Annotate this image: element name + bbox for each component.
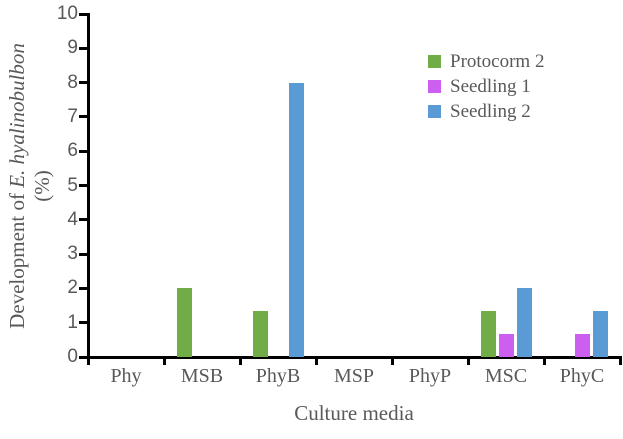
legend-item-protocorm-2: Protocorm 2 — [428, 49, 544, 74]
x-tick — [618, 356, 622, 365]
legend-swatch-magenta — [428, 80, 441, 93]
y-tick-label: 4 — [67, 208, 78, 230]
y-tick-label: 9 — [67, 37, 78, 59]
bar — [480, 311, 496, 357]
legend-label: Seedling 1 — [450, 75, 531, 97]
y-tick — [79, 286, 87, 290]
x-axis-title: Culture media — [294, 401, 414, 425]
y-tick-label: 7 — [67, 105, 78, 127]
legend: Protocorm 2 Seedling 1 Seedling 2 — [428, 49, 544, 124]
y-tick-label: 2 — [67, 277, 78, 299]
y-tick-label: 5 — [67, 174, 78, 196]
y-axis-title-line1: Development of E. hyalinobulbon — [5, 0, 30, 376]
y-axis-title-prefix: Development of — [5, 187, 29, 329]
x-tick-label: PhyC — [559, 365, 605, 387]
x-tick — [314, 356, 318, 365]
x-tick — [86, 356, 90, 365]
legend-swatch-blue — [428, 105, 441, 118]
bar — [176, 288, 192, 357]
x-tick-label: Phy — [110, 365, 142, 387]
y-tick — [79, 252, 87, 256]
y-tick-label: 8 — [67, 71, 78, 93]
y-tick-label: 3 — [67, 243, 78, 265]
legend-swatch-green — [428, 55, 441, 68]
bar — [252, 311, 268, 357]
bar — [288, 82, 304, 357]
y-tick — [79, 355, 87, 359]
y-tick — [79, 12, 87, 16]
x-tick — [238, 356, 242, 365]
y-tick — [79, 321, 87, 325]
bar — [516, 288, 532, 357]
bar — [592, 311, 608, 357]
bar — [498, 334, 514, 357]
species-name: E. hyalinobulbon — [5, 43, 29, 188]
legend-item-seedling-2: Seedling 2 — [428, 99, 544, 124]
x-tick-label: MSP — [333, 365, 375, 387]
y-tick — [79, 149, 87, 153]
legend-label: Protocorm 2 — [450, 50, 545, 72]
x-tick — [162, 356, 166, 365]
y-tick-label: 0 — [67, 346, 78, 367]
x-axis-line — [86, 355, 622, 359]
x-tick — [390, 356, 394, 365]
x-tick-label: MSC — [484, 365, 528, 387]
x-tick-label: MSB — [180, 365, 224, 387]
y-tick — [79, 115, 87, 119]
x-tick-label: PhyP — [408, 365, 452, 387]
x-tick — [466, 356, 470, 365]
y-tick-label: 6 — [67, 140, 78, 162]
legend-item-seedling-1: Seedling 1 — [428, 74, 544, 99]
y-axis-line — [86, 12, 90, 359]
y-tick — [79, 218, 87, 222]
y-tick — [79, 46, 87, 50]
bar — [574, 334, 590, 357]
x-tick — [542, 356, 546, 365]
y-tick-label: 1 — [67, 311, 78, 333]
legend-label: Seedling 2 — [450, 100, 531, 122]
y-tick — [79, 81, 87, 85]
y-tick — [79, 184, 87, 187]
y-tick-label: 10 — [56, 3, 78, 24]
x-tick-label: PhyB — [255, 365, 301, 387]
